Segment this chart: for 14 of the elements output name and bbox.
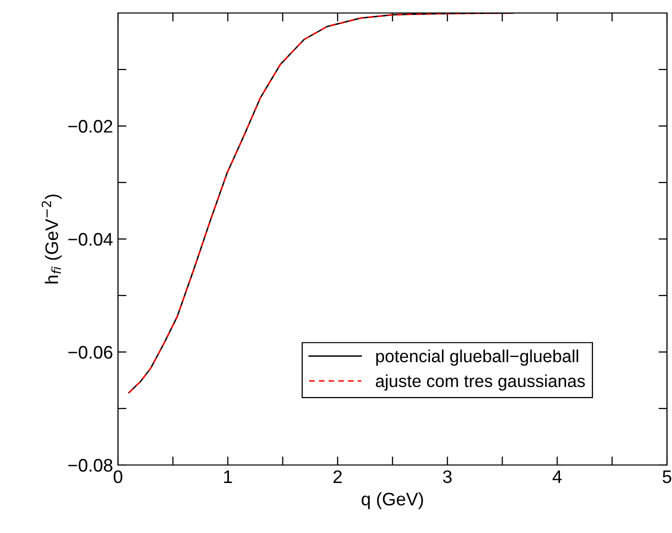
x-tick-label: 2 [333, 470, 342, 483]
x-axis-title: q (GeV) [362, 492, 423, 510]
x-tick-label: 0 [114, 470, 122, 484]
legend-label: potencial glueball−glueball [376, 350, 578, 366]
y-tick-label: −0.02 [68, 120, 112, 133]
y-tick-label: −0.08 [68, 458, 112, 472]
x-tick-label: 5 [662, 470, 672, 484]
x-tick-label: 1 [224, 470, 232, 483]
y-axis-title: h$_{fi}$ (GeV$^{−2}$) [42, 194, 62, 284]
y-tick-label: −0.06 [68, 346, 112, 359]
legend-label: ajuste com tres gaussianas [376, 374, 585, 391]
x-tick-label: 3 [443, 470, 452, 484]
x-tick-label: 4 [552, 470, 562, 483]
y-tick-label: −0.04 [68, 232, 113, 246]
